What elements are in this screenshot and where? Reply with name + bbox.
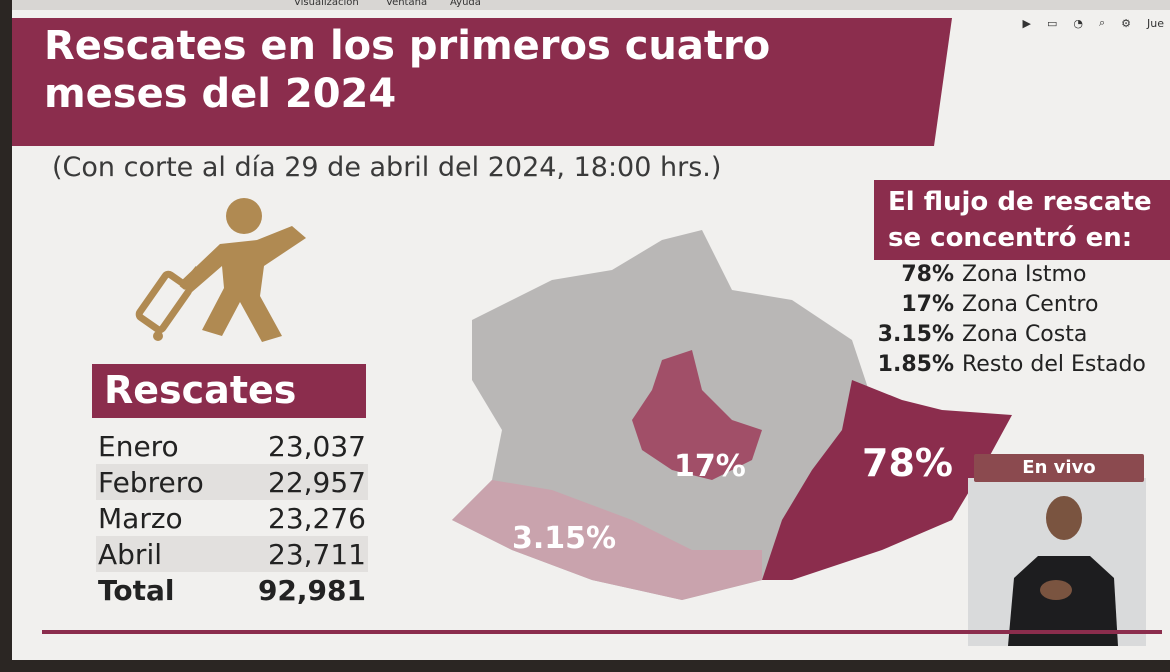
rescates-table: Enero 23,037 Febrero 22,957 Marzo 23,276… (96, 428, 368, 608)
zone-list: 78% Zona Istmo 17% Zona Centro 3.15% Zona C… (868, 262, 1168, 382)
rescates-heading: Rescates (104, 368, 297, 412)
rescates-band (92, 364, 366, 418)
zone-percent: 17% (901, 292, 954, 317)
battery-icon[interactable]: ▭ (1046, 16, 1058, 30)
title-line-1: Rescates en los primeros cuatro (44, 23, 771, 69)
live-badge: En vivo (974, 454, 1144, 482)
traveler-icon (135, 198, 306, 342)
zone-name: Resto del Estado (962, 352, 1146, 377)
zone-name: Zona Costa (962, 322, 1088, 347)
live-video-panel (968, 478, 1146, 646)
slide-subtitle: (Con corte al día 29 de abril del 2024, … (52, 152, 722, 183)
play-icon[interactable]: ▶ (1022, 16, 1031, 30)
zone-percent: 1.85% (877, 352, 954, 377)
map-label-costa: 3.15% (512, 521, 616, 556)
month-label: Febrero (98, 466, 204, 499)
flow-title-line-2: se concentró en: (888, 223, 1133, 253)
system-tray: ▶ ▭ ◔ ⌕ ⚙ Jue (1022, 14, 1170, 32)
total-row: Total 92,981 (96, 572, 368, 608)
map-centro-region (632, 350, 762, 480)
list-item: 3.15% Zona Costa (868, 322, 1168, 352)
total-label: Total (98, 574, 175, 607)
total-value: 92,981 (257, 574, 366, 607)
flow-title-band (874, 180, 1170, 260)
clock-day: Jue (1147, 16, 1164, 30)
slide-title: Rescates en los primeros cuatro meses de… (44, 22, 904, 118)
list-item: 1.85% Resto del Estado (868, 352, 1168, 382)
screen: Visualización Ventana Ayuda ▶ ▭ ◔ ⌕ ⚙ Ju… (12, 0, 1170, 660)
month-label: Enero (98, 430, 179, 463)
month-value: 22,957 (268, 466, 366, 499)
oaxaca-map: 17% 78% 3.15% (452, 230, 1012, 600)
list-item: 17% Zona Centro (868, 292, 1168, 322)
menu-item-visualizacion[interactable]: Visualización (294, 0, 359, 8)
zone-percent: 78% (901, 262, 954, 287)
month-label: Marzo (98, 502, 183, 535)
sign-interpreter-image (968, 478, 1146, 646)
map-label-centro: 17% (674, 449, 746, 484)
flow-title-line-1: El flujo de rescate (888, 187, 1152, 217)
table-row: Enero 23,037 (96, 428, 368, 464)
table-row: Marzo 23,276 (96, 500, 368, 536)
month-value: 23,711 (268, 538, 366, 571)
month-value: 23,037 (268, 430, 366, 463)
control-center-icon[interactable]: ⚙ (1121, 16, 1132, 30)
menu-item-ayuda[interactable]: Ayuda (450, 0, 481, 8)
month-label: Abril (98, 538, 162, 571)
list-item: 78% Zona Istmo (868, 262, 1168, 292)
map-istmo-region (762, 380, 1012, 580)
map-label-istmo: 78% (862, 441, 953, 485)
search-icon[interactable]: ⌕ (1098, 16, 1106, 29)
month-value: 23,276 (268, 502, 366, 535)
zone-name: Zona Centro (962, 292, 1099, 317)
table-row: Abril 23,711 (96, 536, 368, 572)
title-line-2: meses del 2024 (44, 71, 397, 117)
bottom-divider (42, 630, 1162, 634)
map-costa-region (452, 480, 762, 600)
wifi-icon[interactable]: ◔ (1073, 16, 1083, 30)
zone-name: Zona Istmo (962, 262, 1087, 287)
menu-bar: Visualización Ventana Ayuda (12, 0, 1170, 10)
table-row: Febrero 22,957 (96, 464, 368, 500)
menu-item-ventana[interactable]: Ventana (386, 0, 428, 8)
zone-percent: 3.15% (877, 322, 954, 347)
flow-title: El flujo de rescate se concentró en: (888, 184, 1152, 256)
